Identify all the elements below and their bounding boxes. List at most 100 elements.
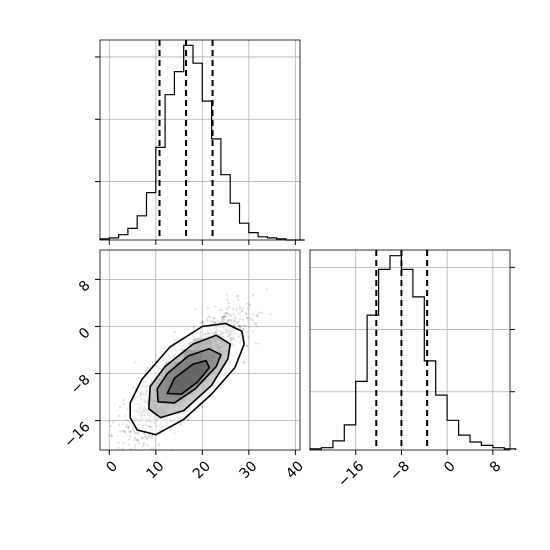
scatter-point bbox=[227, 318, 230, 321]
marginal-x-grid bbox=[100, 40, 300, 240]
scatter-point bbox=[265, 288, 268, 291]
scatter-point bbox=[110, 434, 114, 437]
scatter-point bbox=[224, 312, 227, 315]
marginal-x-ticks bbox=[95, 56, 296, 245]
scatter-point bbox=[127, 421, 130, 424]
scatter-point bbox=[254, 322, 257, 325]
scatter-point bbox=[148, 435, 151, 438]
scatter-point bbox=[137, 442, 140, 445]
scatter-point bbox=[123, 431, 126, 434]
marginal-x-quantiles bbox=[158, 40, 214, 240]
joint-xtick-label-3: 30 bbox=[237, 458, 261, 482]
scatter-point bbox=[256, 325, 259, 328]
scatter-point bbox=[248, 317, 251, 320]
scatter-point bbox=[244, 312, 247, 315]
marginal-y-frame bbox=[309, 249, 511, 451]
joint-xtick-label-2: 20 bbox=[190, 458, 214, 482]
scatter-point bbox=[136, 439, 139, 442]
scatter-point bbox=[221, 321, 224, 324]
scatter-point bbox=[147, 435, 150, 438]
contour-3 bbox=[166, 359, 211, 395]
scatter-point bbox=[140, 436, 143, 439]
scatter-point bbox=[225, 293, 228, 296]
scatter-point bbox=[252, 313, 255, 316]
joint-xtick-label-4: 40 bbox=[283, 458, 307, 482]
scatter-point bbox=[129, 435, 132, 438]
scatter-point bbox=[192, 325, 195, 328]
scatter-point bbox=[232, 307, 235, 310]
scatter-point bbox=[118, 405, 121, 409]
scatter-point bbox=[246, 307, 249, 310]
scatter-point bbox=[247, 336, 250, 339]
scatter-point bbox=[223, 314, 226, 317]
scatter-point bbox=[109, 425, 112, 428]
joint-ytick-label-0: −16 bbox=[61, 419, 93, 451]
scatter-point bbox=[241, 306, 245, 309]
marginal-y-xtick-label-0: −16 bbox=[335, 458, 367, 490]
scatter-point bbox=[212, 321, 215, 324]
scatter-point bbox=[123, 430, 126, 433]
scatter-point bbox=[122, 399, 125, 402]
scatter-point bbox=[122, 442, 125, 445]
scatter-point bbox=[133, 431, 136, 435]
scatter-point bbox=[128, 430, 131, 433]
scatter-point bbox=[256, 315, 260, 318]
scatter-point bbox=[194, 307, 197, 310]
scatter-point bbox=[219, 321, 222, 324]
scatter-point bbox=[158, 443, 161, 446]
scatter-point bbox=[255, 313, 259, 317]
scatter-point bbox=[127, 426, 130, 429]
scatter-point bbox=[254, 342, 257, 345]
scatter-point bbox=[193, 326, 196, 329]
scatter-point bbox=[131, 386, 135, 389]
scatter-point bbox=[223, 314, 226, 318]
scatter-point bbox=[132, 429, 136, 432]
scatter-point bbox=[222, 315, 225, 318]
scatter-point bbox=[141, 436, 144, 440]
scatter-point bbox=[129, 430, 132, 434]
scatter-point bbox=[136, 432, 139, 435]
scatter-point bbox=[219, 321, 222, 324]
joint-ytick-label-2: 0 bbox=[76, 325, 94, 343]
scatter-point bbox=[235, 321, 238, 324]
scatter-point bbox=[245, 302, 249, 305]
scatter-point bbox=[227, 306, 230, 309]
scatter-point bbox=[225, 307, 229, 311]
scatter-point bbox=[146, 437, 149, 440]
scatter-point bbox=[250, 318, 254, 321]
scatter-point bbox=[234, 317, 237, 321]
scatter-point bbox=[248, 325, 251, 328]
scatter-point bbox=[201, 322, 205, 325]
scatter-point bbox=[246, 316, 249, 319]
scatter-point bbox=[213, 317, 216, 320]
scatter-point bbox=[125, 423, 128, 426]
scatter-point bbox=[242, 361, 246, 364]
scatter-point bbox=[220, 308, 224, 311]
scatter-point bbox=[209, 316, 212, 319]
panel-marginal-y: −16 −8 0 8 bbox=[309, 249, 517, 491]
scatter-point bbox=[230, 318, 233, 322]
scatter-point bbox=[108, 434, 111, 437]
scatter-point bbox=[110, 434, 113, 437]
scatter-point bbox=[121, 447, 124, 450]
scatter-point bbox=[136, 438, 139, 441]
scatter-point bbox=[228, 313, 231, 316]
scatter-point bbox=[206, 319, 209, 322]
scatter-point bbox=[252, 294, 255, 297]
scatter-point bbox=[241, 309, 244, 312]
scatter-point bbox=[146, 444, 149, 447]
scatter-point bbox=[225, 311, 229, 314]
scatter-point bbox=[122, 423, 125, 426]
scatter-point bbox=[238, 305, 241, 308]
scatter-point bbox=[237, 325, 240, 328]
scatter-point bbox=[133, 436, 136, 440]
scatter-point bbox=[131, 425, 134, 428]
scatter-point bbox=[242, 361, 245, 364]
scatter-point bbox=[126, 407, 129, 410]
scatter-point bbox=[122, 403, 126, 406]
scatter-point bbox=[239, 307, 242, 310]
scatter-point bbox=[180, 421, 183, 424]
scatter-point bbox=[227, 302, 230, 305]
scatter-point bbox=[233, 320, 236, 323]
